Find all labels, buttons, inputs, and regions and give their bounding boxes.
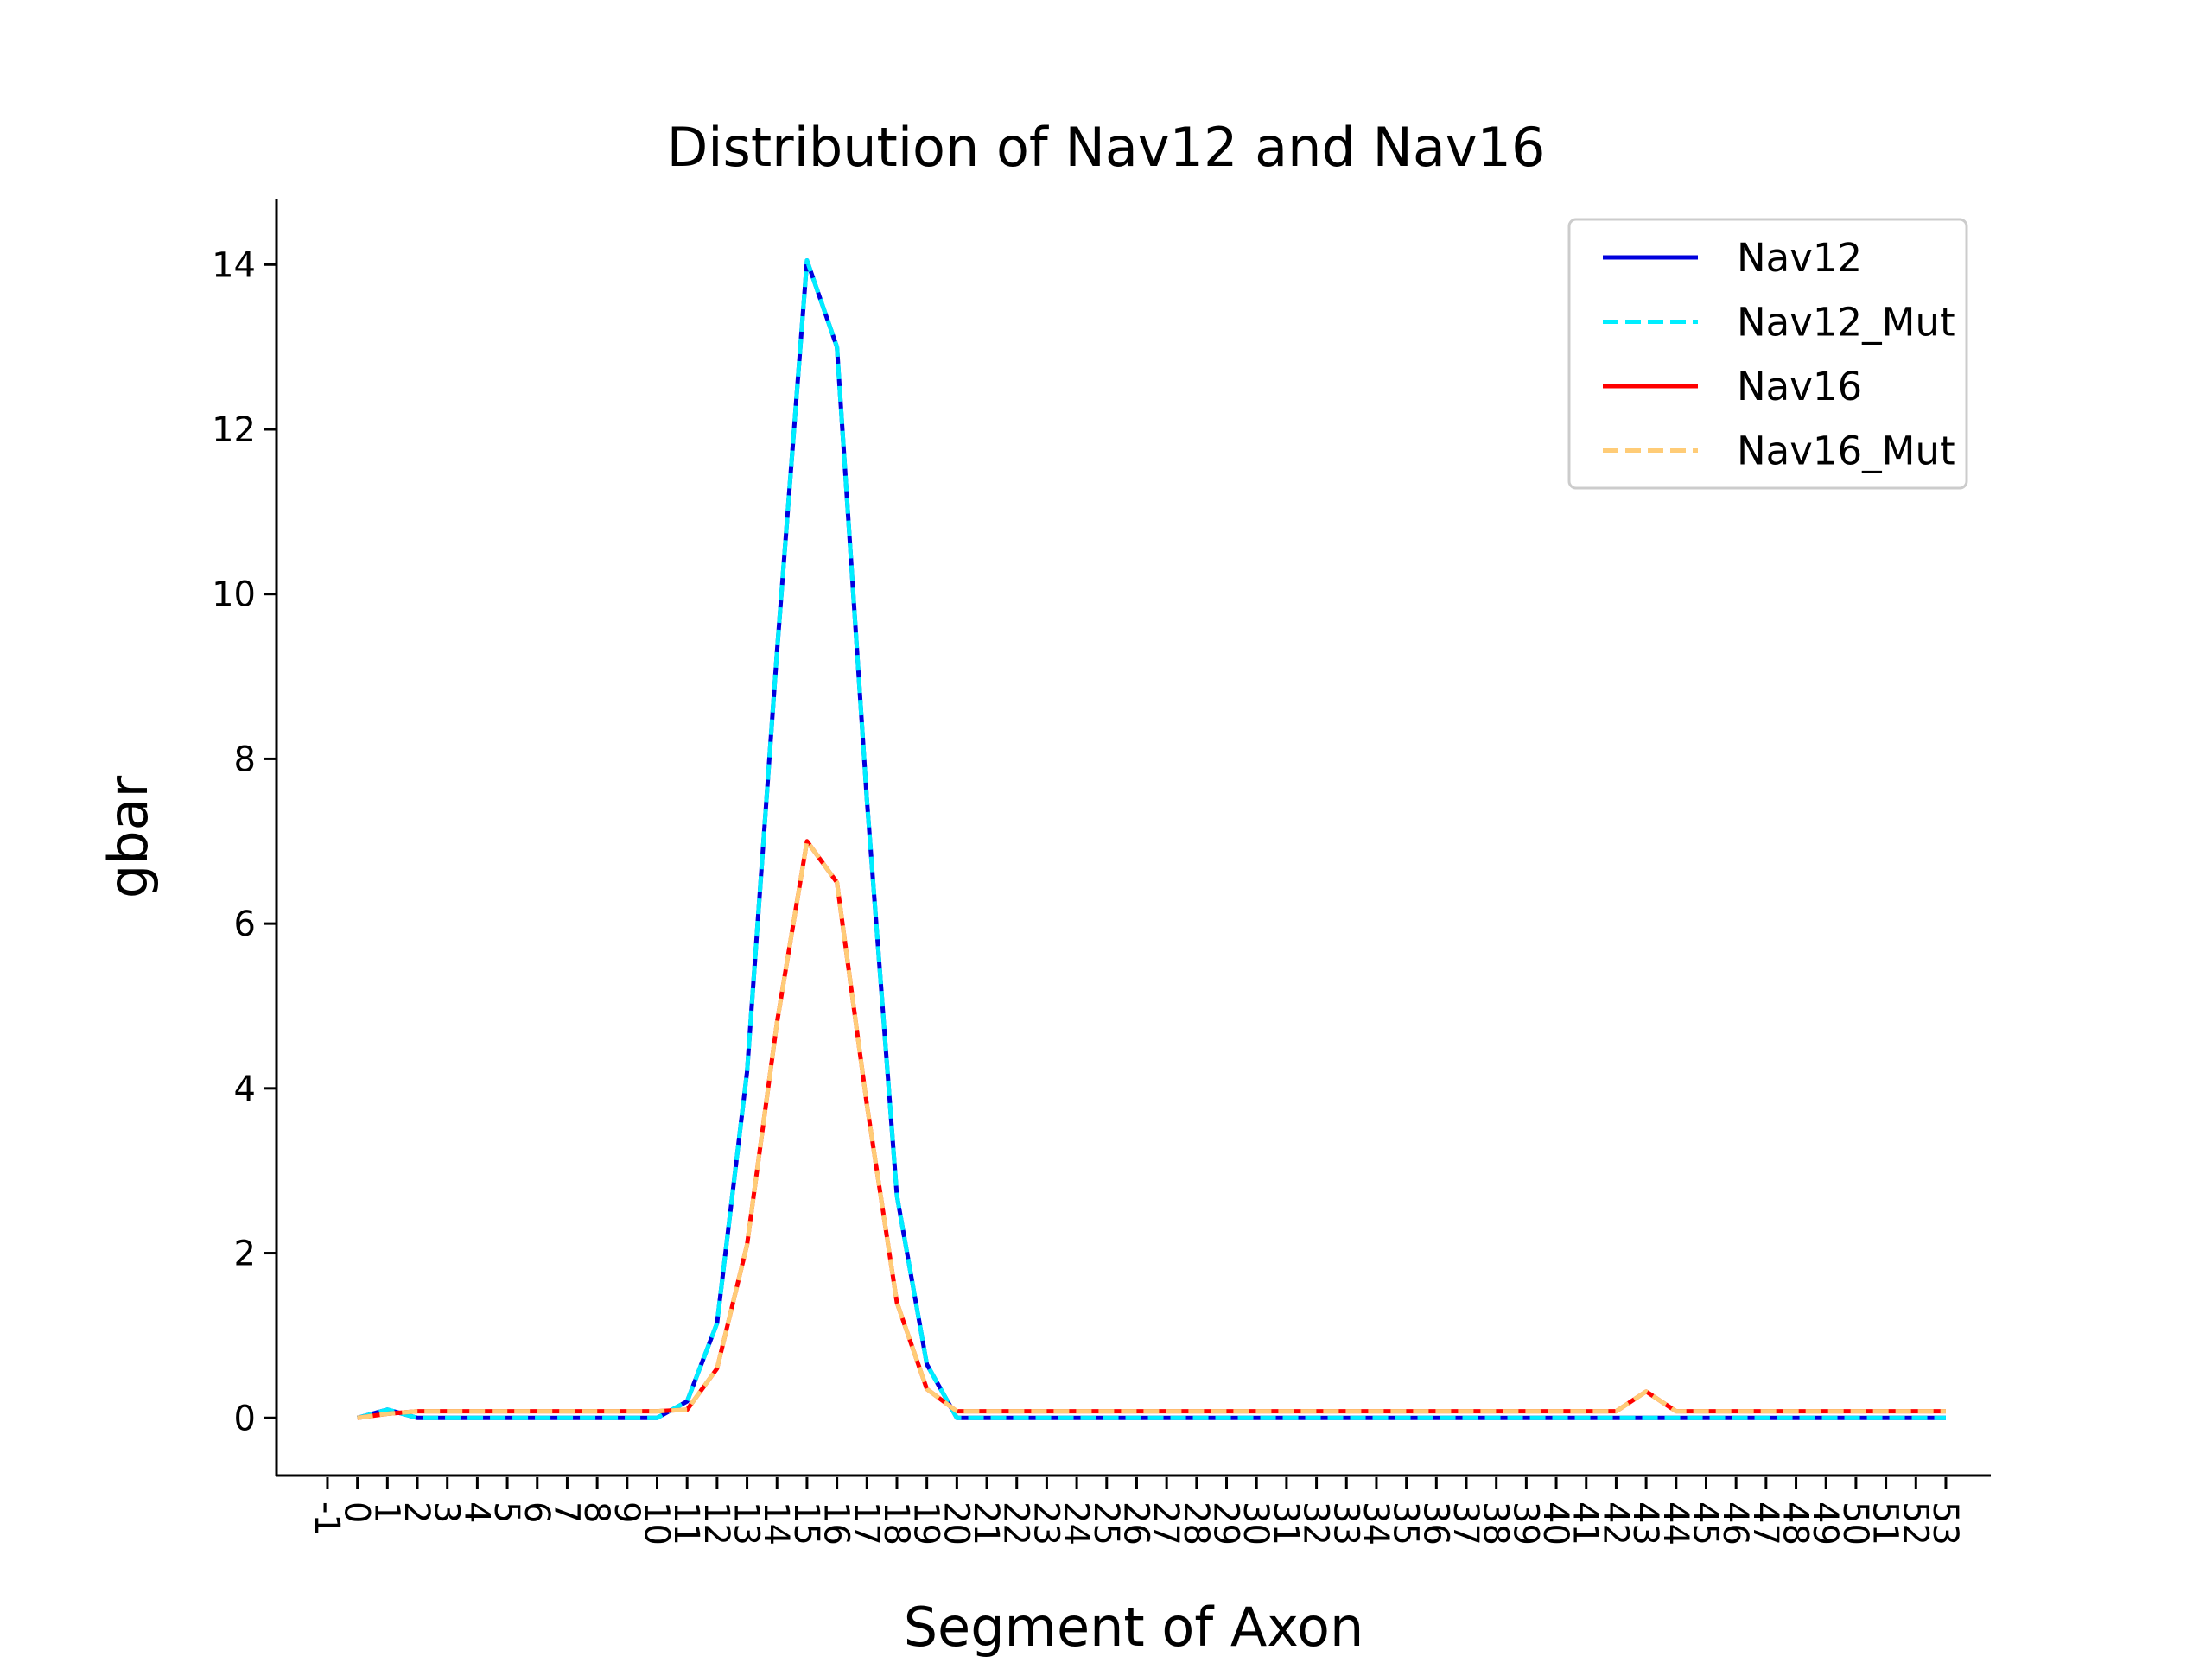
y-tick-label: 0 — [234, 1399, 256, 1438]
y-tick-label: 10 — [212, 575, 256, 615]
legend: Nav12 Nav12_Mut Nav16 Nav16_Mut — [1569, 219, 1967, 488]
y-tick-label: 14 — [212, 245, 256, 285]
y-axis-label: gbar — [97, 775, 160, 898]
legend-label: Nav16_Mut — [1737, 428, 1955, 474]
chart-title: Distribution of Nav12 and Nav16 — [667, 116, 1546, 179]
y-tick-label: 2 — [234, 1235, 256, 1274]
legend-label: Nav12_Mut — [1737, 300, 1955, 346]
y-tick-label: 4 — [234, 1070, 256, 1109]
legend-label: Nav16 — [1737, 364, 1862, 409]
legend-label: Nav12 — [1737, 235, 1862, 281]
y-tick-label: 12 — [212, 410, 256, 450]
y-tick-label: 8 — [234, 739, 256, 779]
y-tick-label: 6 — [234, 904, 256, 944]
x-tick-label: 53 — [1925, 1501, 1965, 1546]
x-axis-label: Segment of Axon — [904, 1596, 1364, 1659]
